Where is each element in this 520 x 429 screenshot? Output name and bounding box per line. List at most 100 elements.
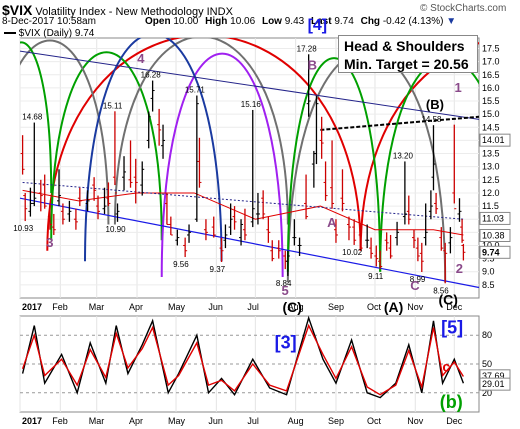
- gray-cycle-arc: [113, 38, 289, 225]
- price-x-tick: Nov: [407, 302, 424, 312]
- change-value: -0.42 (4.13%): [382, 16, 444, 27]
- stoch-wave-label: [5]: [441, 317, 463, 337]
- stoch-axis-tag: 37.69: [482, 371, 505, 381]
- right-axis-tag: 11.03: [482, 213, 504, 223]
- price-label: 8.56: [433, 286, 449, 295]
- wave-label: [4]: [308, 17, 328, 34]
- wave-label: 2: [456, 261, 463, 276]
- right-axis-tag-box: [479, 211, 511, 225]
- stoch-x-tick: Dec: [446, 416, 463, 426]
- price-x-tick: Sep: [328, 302, 344, 312]
- right-axis-tag: 14.01: [482, 135, 505, 145]
- price-y-tick: 8.5: [482, 280, 495, 290]
- purple-cycle-arc: [160, 52, 284, 277]
- low-value: 9.43: [284, 16, 305, 27]
- lower-trendline: [19, 197, 480, 289]
- price-y-tick: 12.0: [482, 188, 500, 198]
- price-y-tick: 13.5: [482, 149, 500, 159]
- stoch-wave-label: (A): [384, 299, 403, 315]
- wave-label: B: [308, 58, 317, 73]
- timestamp: 8-Dec-2017 10:58am: [2, 16, 96, 27]
- legend-text: $VIX (Daily) 9.74: [18, 28, 95, 39]
- source-credit: © StockCharts.com: [420, 3, 507, 14]
- price-x-tick: Oct: [367, 302, 382, 312]
- price-label: 16.28: [141, 71, 162, 80]
- price-y-tick: 14.5: [482, 122, 500, 132]
- stoch-x-tick: Aug: [288, 416, 304, 426]
- last-value: 9.74: [334, 16, 354, 27]
- price-y-tick: 17.5: [482, 44, 500, 54]
- price-label: 14.68: [22, 113, 43, 122]
- green-cycle-arc: [50, 51, 163, 241]
- price-label: 15.16: [241, 100, 262, 109]
- price-x-tick: May: [168, 302, 186, 312]
- price-x-tick: Aug: [288, 302, 304, 312]
- right-axis-tag: 10.38: [482, 230, 505, 240]
- wave-label: C: [410, 278, 420, 293]
- stoch-x-tick: Oct: [367, 416, 382, 426]
- stoch-axis-tag-box: [479, 377, 511, 391]
- stoch-x-tick: Mar: [89, 416, 105, 426]
- price-label: 14.58: [421, 115, 442, 124]
- stoch-x-tick: Nov: [407, 416, 424, 426]
- stoch-y-tick: 80: [482, 330, 492, 340]
- price-y-tick: 15.5: [482, 96, 500, 106]
- wave-label: 4: [137, 51, 145, 66]
- green-cycle-arc-2: [286, 57, 382, 272]
- stoch-x-tick: Apr: [129, 416, 143, 426]
- stoch-y-tick: 20: [482, 388, 492, 398]
- stoch-y-tick: 50: [482, 359, 492, 369]
- wave-label: (B): [426, 97, 444, 112]
- price-y-tick: 9.0: [482, 267, 495, 277]
- price-y-tick: 16.5: [482, 70, 500, 80]
- price-label: 8.99: [410, 275, 426, 284]
- header-line2: 8-Dec-2017 10:58am: [2, 16, 96, 27]
- wave-label: 3: [46, 235, 53, 250]
- stoch-series-pct-d: [21, 323, 464, 396]
- price-x-tick: Apr: [129, 302, 143, 312]
- price-x-tick: Jun: [208, 302, 223, 312]
- red-cycle-arc: [46, 38, 362, 251]
- green-cycle-arc-0: [20, 41, 53, 193]
- high-value: 10.06: [230, 16, 256, 27]
- wave-label: A: [327, 215, 337, 230]
- price-label: 8.84: [276, 279, 292, 288]
- price-label: 17.28: [297, 44, 318, 53]
- annotation-line-1: Head & Shoulders: [344, 38, 465, 54]
- price-label: 10.93: [13, 224, 34, 233]
- symbol: $VIX: [2, 2, 33, 18]
- legend: $VIX (Daily) 9.74: [4, 28, 94, 39]
- price-x-tick: Jul: [247, 302, 259, 312]
- price-label: 13.20: [393, 151, 414, 160]
- price-y-tick: 16.0: [482, 83, 500, 93]
- index-name: Volatility Index - New Methodology INDX: [35, 6, 233, 18]
- gray-cycle-arc-0: [20, 39, 110, 225]
- price-y-tick: 13.0: [482, 162, 500, 172]
- price-y-tick: 12.5: [482, 175, 500, 185]
- price-x-tick: 2017: [22, 302, 42, 312]
- price-y-tick: 10.0: [482, 240, 500, 250]
- neckline: [320, 115, 480, 131]
- price-label: 15.11: [103, 101, 123, 110]
- annotation-line-2: Min. Target = 20.56: [344, 56, 469, 72]
- stoch-x-tick: May: [168, 416, 186, 426]
- stoch-wave-label: (C): [438, 291, 457, 307]
- legend-line-icon: [4, 32, 16, 35]
- stoch-series-pct-k: [21, 315, 465, 399]
- price-label: 10.02: [342, 248, 363, 257]
- price-label: 10.90: [106, 225, 127, 234]
- down-arrow-icon: ▼: [446, 16, 457, 27]
- price-x-tick: Dec: [446, 302, 463, 312]
- cycle-arcs: [20, 38, 479, 283]
- head-shoulders-annotation: Head & Shoulders Min. Target = 20.56: [338, 35, 478, 73]
- stoch-axis-tag: 29.01: [482, 379, 505, 389]
- stoch-wave-label: c: [442, 359, 450, 375]
- stoch-wave-label: (b): [440, 392, 463, 412]
- right-axis-tag-box: [479, 133, 511, 147]
- right-axis-tag-box: [479, 245, 511, 259]
- price-x-tick: Feb: [52, 302, 68, 312]
- red-cycle-arc-2: [359, 42, 479, 251]
- price-label: 9.11: [368, 272, 384, 281]
